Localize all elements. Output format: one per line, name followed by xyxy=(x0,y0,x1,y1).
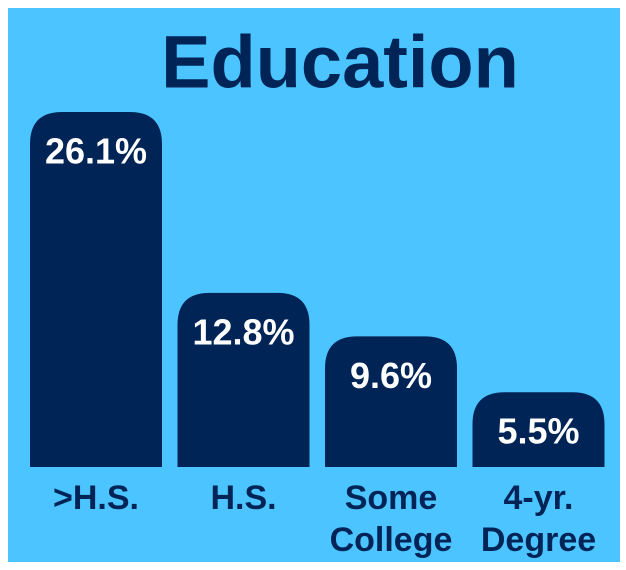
bar xyxy=(30,112,162,467)
x-tick-label: Some College xyxy=(329,479,453,559)
value-label: 9.6% xyxy=(350,355,432,396)
bar xyxy=(472,392,605,467)
bar xyxy=(325,336,457,467)
value-label: 5.5% xyxy=(497,411,579,452)
bar xyxy=(177,292,310,467)
chart-title: Education xyxy=(161,21,519,104)
x-tick-label: 4-yr. Degree xyxy=(480,479,597,559)
value-label: 12.8% xyxy=(192,311,294,352)
x-tick-label: >H.S. xyxy=(53,479,139,517)
x-tick-label: H.S. xyxy=(210,479,277,517)
value-label: 26.1% xyxy=(45,131,147,172)
